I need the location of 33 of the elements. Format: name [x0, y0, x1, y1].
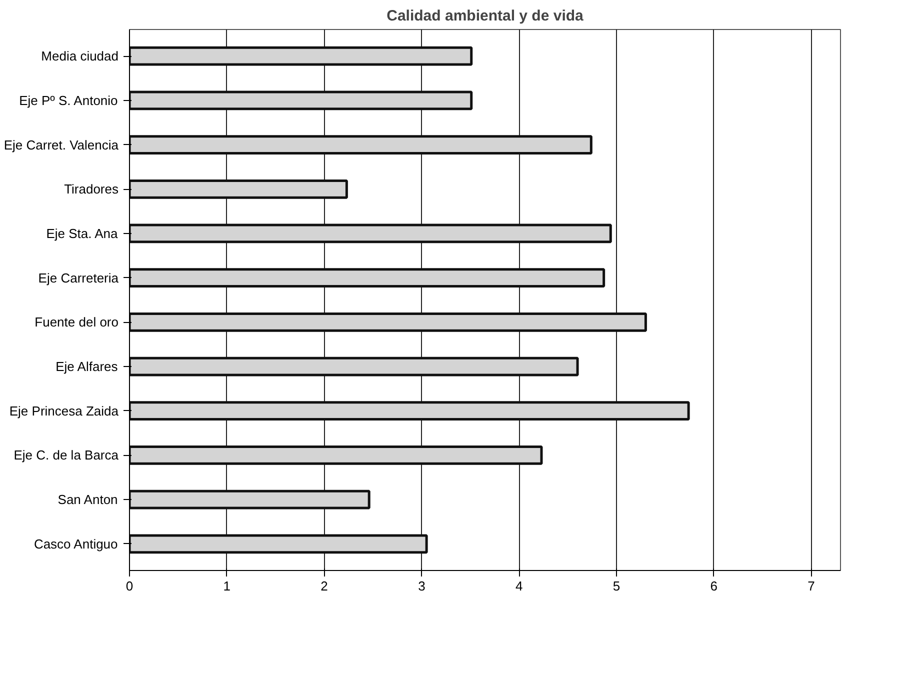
y-tick-label: Eje C. de la Barca: [14, 448, 120, 463]
x-tick-label: 3: [418, 578, 426, 594]
x-tick-label: 0: [126, 578, 134, 594]
y-tick-label: San Anton: [58, 492, 118, 508]
y-tick-label: Eje Carret. Valencia: [4, 137, 120, 152]
bar: [130, 179, 348, 199]
x-tick-label: 2: [320, 578, 328, 594]
y-tick-label: Eje Carreteria: [38, 270, 120, 286]
x-tick-label: 6: [710, 578, 718, 594]
bar: [130, 90, 473, 110]
y-tick-label: Eje Sta. Ana: [46, 226, 119, 241]
bar: [130, 446, 543, 465]
bar: [130, 135, 592, 154]
x-tick-label: 7: [808, 578, 815, 594]
y-tick-label: Tiradores: [64, 182, 119, 197]
y-tick-label: Casco Antiguo: [34, 536, 118, 552]
bar: [130, 312, 647, 332]
x-tick-label: 1: [223, 578, 231, 594]
bar: [130, 356, 579, 376]
chart-title: Calidad ambiental y de vida: [386, 8, 584, 24]
bar: [130, 401, 690, 421]
bar: [130, 268, 606, 288]
bar: [130, 534, 428, 554]
y-tick-label: Eje Alfares: [56, 359, 118, 374]
bar: [130, 490, 370, 510]
bar: [130, 46, 473, 66]
y-tick-label: Eje Pº S. Antonio: [19, 92, 118, 108]
y-tick-label: Eje Princesa Zaida: [9, 403, 120, 418]
x-tick-label: 4: [515, 578, 523, 594]
bar: [130, 224, 612, 244]
x-tick-label: 5: [612, 578, 620, 594]
y-tick-label: Media ciudad: [41, 48, 118, 64]
y-tick-label: Fuente del oro: [34, 314, 119, 330]
